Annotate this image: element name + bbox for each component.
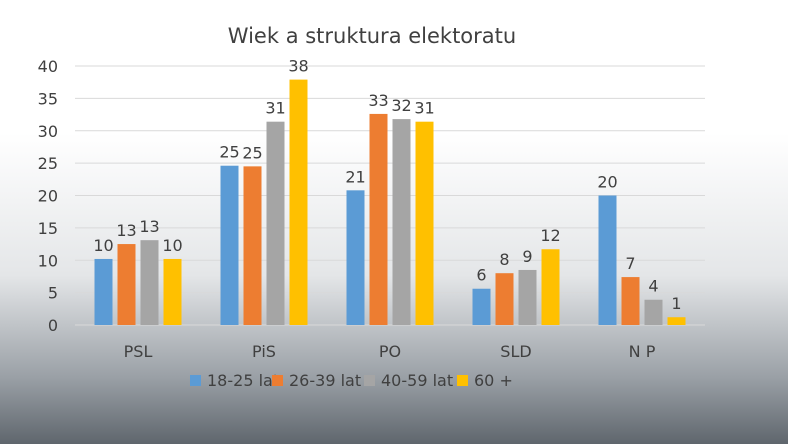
legend-swatch bbox=[272, 375, 283, 386]
bar-po-40-59-lat bbox=[392, 119, 411, 325]
data-label: 13 bbox=[116, 221, 136, 240]
bar-n-p-18-25-lat bbox=[598, 195, 617, 325]
legend-label: 18-25 lat bbox=[207, 371, 279, 390]
bar-pis-18-25-lat bbox=[220, 165, 239, 325]
x-tick-label: PSL bbox=[124, 342, 153, 361]
bar-pis-40-59-lat bbox=[266, 121, 285, 325]
bar-psl-60 bbox=[163, 258, 182, 325]
y-tick-label: 15 bbox=[38, 219, 58, 238]
y-tick-label: 25 bbox=[38, 154, 58, 173]
y-tick-label: 5 bbox=[48, 284, 58, 303]
data-label: 31 bbox=[265, 99, 285, 118]
data-label: 33 bbox=[368, 91, 388, 110]
data-label: 25 bbox=[219, 143, 239, 162]
legend-swatch bbox=[457, 375, 468, 386]
bar-po-60 bbox=[415, 121, 434, 325]
bar-psl-18-25-lat bbox=[94, 258, 113, 325]
bar-n-p-60 bbox=[667, 317, 686, 325]
y-tick-label: 10 bbox=[38, 251, 58, 270]
bar-pis-60 bbox=[289, 79, 308, 325]
legend-swatch bbox=[190, 375, 201, 386]
bar-n-p-40-59-lat bbox=[644, 299, 663, 325]
data-label: 10 bbox=[162, 236, 182, 255]
data-label: 13 bbox=[139, 217, 159, 236]
legend-label: 40-59 lat bbox=[381, 371, 453, 390]
bars bbox=[94, 79, 686, 325]
legend-label: 60 + bbox=[474, 371, 513, 390]
y-axis-tick-labels: 0 5 10 15 20 25 30 35 40 bbox=[38, 57, 58, 335]
data-label: 4 bbox=[648, 277, 658, 296]
x-tick-label: N P bbox=[629, 342, 656, 361]
bar-po-26-39-lat bbox=[369, 113, 388, 325]
data-label: 1 bbox=[671, 294, 681, 313]
bar-sld-18-25-lat bbox=[472, 288, 491, 325]
chart-title: Wiek a struktura elektoratu bbox=[228, 24, 516, 48]
data-label: 7 bbox=[625, 254, 635, 273]
y-tick-label: 20 bbox=[38, 187, 58, 206]
data-label: 12 bbox=[540, 226, 560, 245]
bar-sld-26-39-lat bbox=[495, 273, 514, 325]
x-tick-label: PO bbox=[379, 342, 401, 361]
bar-pis-26-39-lat bbox=[243, 166, 262, 325]
bar-sld-60 bbox=[541, 249, 560, 325]
data-label: 25 bbox=[242, 143, 262, 162]
data-label: 20 bbox=[597, 173, 617, 192]
bar-psl-26-39-lat bbox=[117, 244, 136, 325]
y-tick-label: 0 bbox=[48, 316, 58, 335]
bar-sld-40-59-lat bbox=[518, 269, 537, 325]
data-label: 8 bbox=[499, 250, 509, 269]
data-label: 21 bbox=[345, 167, 365, 186]
y-tick-label: 35 bbox=[38, 89, 58, 108]
x-tick-label: PiS bbox=[252, 342, 276, 361]
data-label: 10 bbox=[93, 236, 113, 255]
bar-n-p-26-39-lat bbox=[621, 277, 640, 325]
data-label: 6 bbox=[476, 266, 486, 285]
legend: 18-25 lat 26-39 lat 40-59 lat 60 + bbox=[190, 371, 513, 390]
data-label: 32 bbox=[391, 96, 411, 115]
x-tick-label: SLD bbox=[500, 342, 531, 361]
legend-swatch bbox=[364, 375, 375, 386]
data-label: 31 bbox=[414, 99, 434, 118]
y-tick-label: 40 bbox=[38, 57, 58, 76]
bar-po-18-25-lat bbox=[346, 190, 365, 325]
data-label: 38 bbox=[288, 57, 308, 76]
x-axis-tick-labels: PSL PiS PO SLD N P bbox=[124, 342, 656, 361]
data-label: 9 bbox=[522, 247, 532, 266]
legend-label: 26-39 lat bbox=[289, 371, 361, 390]
bar-psl-40-59-lat bbox=[140, 240, 159, 325]
y-tick-label: 30 bbox=[38, 122, 58, 141]
